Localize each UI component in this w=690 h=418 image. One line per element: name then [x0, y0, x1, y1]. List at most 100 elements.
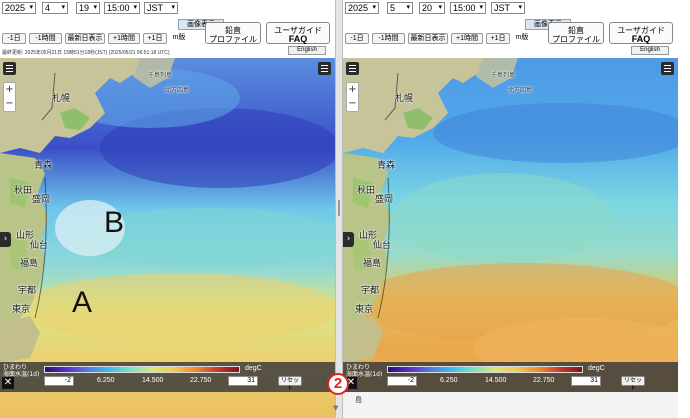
year-value: 2025 [5, 3, 26, 13]
time-select[interactable]: 15:00 ▾ [104, 2, 140, 14]
minus-day-button[interactable]: -1日 [345, 33, 369, 44]
region-label: 北方四島 [165, 87, 190, 94]
region-label: 千島列島 [491, 72, 516, 79]
city-label: 札幌 [395, 94, 414, 104]
chevron-down-icon[interactable]: ▼ [333, 404, 339, 412]
city-label: 宇都 [18, 286, 37, 296]
month-select[interactable]: 4 ▾ [42, 2, 68, 14]
color-legend: ひまわり 海面水温(1d) degC -2 6.250 14.500 22.750… [343, 362, 678, 392]
city-label: 山形 [16, 231, 35, 241]
chevron-down-icon: ▾ [133, 4, 137, 11]
year-select[interactable]: 2025 ▾ [345, 2, 379, 14]
plus-hour-button[interactable]: +1時間 [108, 33, 140, 44]
legend-max-input[interactable]: 31 [571, 376, 601, 386]
close-icon[interactable]: ✕ [2, 377, 14, 389]
profile-line1: 鉛直 [225, 26, 241, 35]
menu-icon[interactable] [346, 62, 359, 75]
city-label: 福島 [363, 259, 382, 269]
chevron-down-icon: ▾ [61, 4, 65, 11]
year-value: 2025 [348, 3, 369, 13]
minus-hour-button[interactable]: -1時間 [372, 33, 405, 44]
minus-day-button[interactable]: -1日 [2, 33, 26, 44]
legend-reset-button[interactable]: リセット [621, 376, 645, 392]
guide-line1: ユーザガイド [617, 26, 665, 35]
vertical-profile-button[interactable]: 鉛直 プロファイル [205, 22, 261, 44]
zoom-in-icon[interactable]: + [348, 84, 357, 95]
zoom-control: + − [3, 82, 16, 112]
plus-day-button[interactable]: +1日 [143, 33, 167, 44]
chevron-down-icon: ▾ [479, 4, 483, 11]
month-value: 5 [390, 3, 396, 13]
zoom-out-icon[interactable]: − [348, 98, 357, 109]
city-label: 山形 [359, 231, 378, 241]
year-select[interactable]: 2025 ▾ [2, 2, 36, 14]
plus-hour-button[interactable]: +1時間 [451, 33, 483, 44]
menu-icon[interactable] [3, 62, 16, 75]
timezone-value: JST [494, 3, 511, 13]
legend-colorbar [44, 366, 240, 373]
city-label: 宇都 [361, 286, 380, 296]
legend-tick: 22.750 [533, 377, 555, 384]
split-divider[interactable] [335, 0, 343, 418]
chevron-down-icon: ▾ [518, 4, 522, 11]
guide-line1: ユーザガイド [274, 26, 322, 35]
timezone-select[interactable]: JST ▾ [491, 2, 525, 14]
region-label: 千島列島 [148, 72, 173, 79]
legend-min-input[interactable]: -2 [44, 376, 74, 386]
timezone-value: JST [147, 3, 164, 13]
sst-map-right[interactable]: + − › 札幌 青森 秋田 盛岡 山形 仙台 福島 宇都 東京 千島列島 北方四… [343, 58, 678, 418]
latest-day-button[interactable]: 最新日表示 [65, 33, 105, 44]
city-label: 福島 [20, 259, 39, 269]
city-label: 東京 [355, 305, 374, 315]
legend-tick: 22.750 [190, 377, 212, 384]
day-value: 20 [422, 3, 433, 13]
chevron-down-icon: ▾ [93, 4, 97, 11]
legend-unit: degC [245, 365, 262, 372]
city-label: 秋田 [14, 186, 33, 196]
time-value: 15:00 [453, 3, 476, 13]
day-value: 19 [79, 3, 90, 13]
step-marker-badge: 2 [327, 373, 349, 395]
latest-day-button[interactable]: 最新日表示 [408, 33, 448, 44]
user-guide-button[interactable]: ユーザガイド FAQ [609, 22, 673, 44]
user-guide-button[interactable]: ユーザガイド FAQ [266, 22, 330, 44]
faq-label: FAQ [631, 34, 651, 44]
layers-menu-icon[interactable] [318, 62, 331, 75]
legend-min-input[interactable]: -2 [387, 376, 417, 386]
plus-day-button[interactable]: +1日 [486, 33, 510, 44]
legend-max-input[interactable]: 31 [228, 376, 258, 386]
city-label: 東京 [12, 305, 31, 315]
island-label: 島 [355, 396, 362, 404]
right-map-panel: 2025▾ 5▾ 20▾ 15:00▾ JST▾ 画像表示 -1日 -1時間 最… [343, 0, 678, 418]
chevron-down-icon: ▾ [438, 4, 442, 11]
minus-hour-button[interactable]: -1時間 [29, 33, 62, 44]
day-select[interactable]: 20 ▾ [419, 2, 445, 14]
vertical-profile-button[interactable]: 鉛直 プロファイル [548, 22, 604, 44]
chevron-right-icon[interactable]: › [343, 232, 354, 247]
faq-label: FAQ [288, 34, 308, 44]
english-button[interactable]: English [288, 46, 326, 55]
english-button[interactable]: English [631, 46, 669, 55]
legend-title: ひまわり 海面水温(1d) [3, 364, 40, 378]
city-label: 秋田 [357, 186, 376, 196]
chevron-right-icon[interactable]: › [0, 232, 11, 247]
profile-line1: 鉛直 [568, 26, 584, 35]
month-select[interactable]: 5 ▾ [387, 2, 413, 14]
timezone-select[interactable]: JST ▾ [144, 2, 178, 14]
legend-colorbar [387, 366, 583, 373]
legend-title: ひまわり 海面水温(1d) [346, 364, 383, 378]
city-label: 盛岡 [375, 195, 394, 205]
left-map-panel: 2025 ▾ 4 ▾ 19 ▾ 15:00 ▾ JST ▾ 画像表示 -1日 -1時間 最… [0, 0, 335, 418]
legend-reset-button[interactable]: リセット [278, 376, 302, 392]
divider-grip-icon[interactable] [338, 200, 340, 216]
partial-label: m版 [172, 34, 186, 41]
city-label: 青森 [34, 161, 53, 171]
layers-menu-icon[interactable] [661, 62, 674, 75]
time-select[interactable]: 15:00 ▾ [450, 2, 486, 14]
sst-map-left[interactable]: + − › 札幌 青森 秋田 盛岡 山形 仙台 福島 宇都 東京 千島列島 北方四… [0, 58, 335, 418]
legend-tick: 6.250 [440, 377, 458, 384]
zoom-in-icon[interactable]: + [5, 84, 14, 95]
city-label: 札幌 [52, 94, 71, 104]
day-select[interactable]: 19 ▾ [76, 2, 100, 14]
zoom-out-icon[interactable]: − [5, 98, 14, 109]
